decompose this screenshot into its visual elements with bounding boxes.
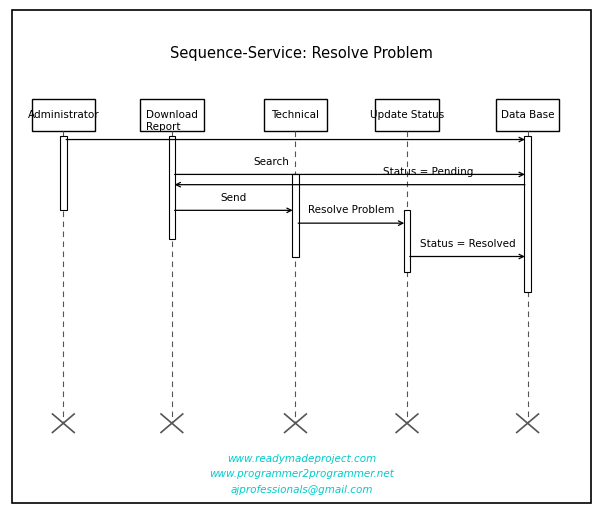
Bar	[496, 99, 560, 131]
Text: ajprofessionals@gmail.com: ajprofessionals@gmail.com	[230, 485, 373, 495]
Bar	[264, 99, 327, 131]
Bar	[404, 210, 411, 272]
Text: Data Base: Data Base	[501, 110, 554, 120]
Text: Technical: Technical	[271, 110, 320, 120]
Text: Search: Search	[253, 157, 289, 167]
Text: Download: Download	[146, 110, 198, 120]
Text: www.programmer2programmer.net: www.programmer2programmer.net	[209, 469, 394, 479]
Bar	[31, 99, 95, 131]
Text: www.readymadeproject.com: www.readymadeproject.com	[227, 454, 376, 464]
Bar	[168, 136, 175, 239]
Text: Report: Report	[145, 122, 180, 132]
Bar	[375, 99, 439, 131]
Text: Resolve Problem: Resolve Problem	[308, 206, 394, 215]
Text: Status = Pending: Status = Pending	[383, 167, 473, 177]
Bar	[140, 99, 203, 131]
Text: Status = Resolved: Status = Resolved	[420, 239, 515, 249]
Text: Send: Send	[221, 193, 247, 203]
Bar	[60, 136, 66, 210]
Bar	[292, 174, 299, 256]
Text: Administrator: Administrator	[28, 110, 99, 120]
Text: Update Status: Update Status	[370, 110, 444, 120]
Text: Sequence-Service: Resolve Problem: Sequence-Service: Resolve Problem	[170, 46, 433, 62]
Bar	[524, 136, 531, 292]
